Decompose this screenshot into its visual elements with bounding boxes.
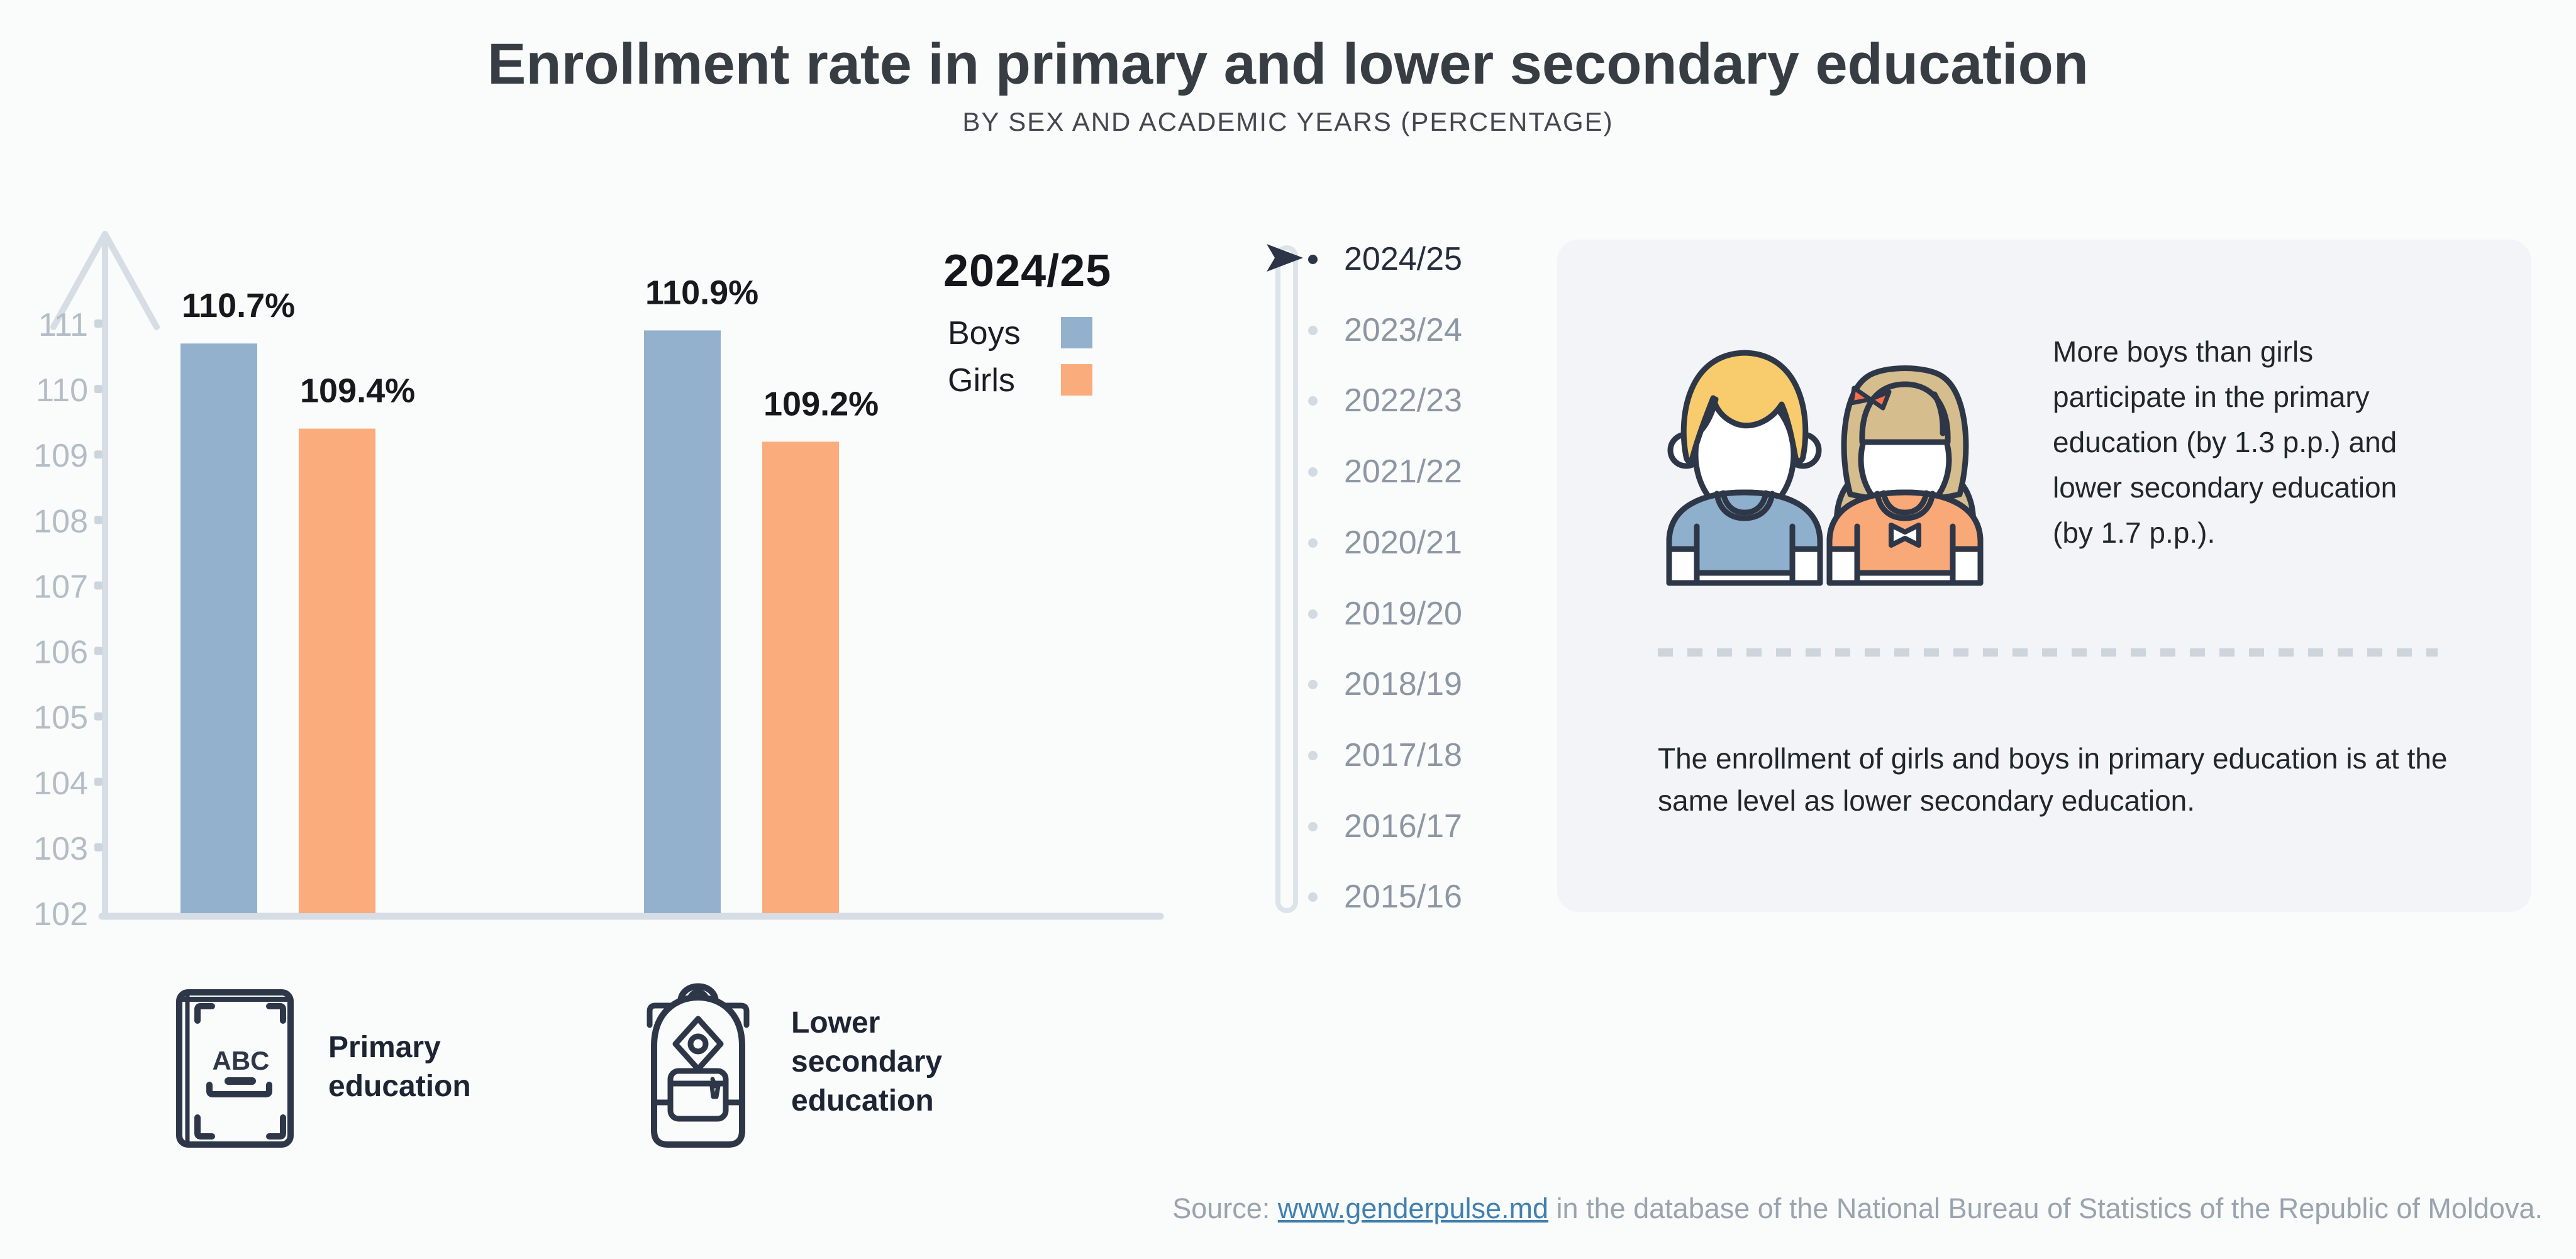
category-lower-secondary-education: Lower secondary education (641, 973, 981, 1162)
y-axis-tick-label: 102 (33, 896, 88, 933)
chart-legend: 2024/25 Boys Girls (943, 245, 1145, 421)
y-axis-tick-mark (94, 385, 103, 394)
y-axis-tick-label: 103 (33, 831, 88, 867)
timeline-year-label: 2017/18 (1344, 736, 1462, 774)
legend-label-boys: Boys (948, 315, 1021, 352)
source-suffix: in the database of the National Bureau o… (1548, 1192, 2543, 1224)
bar-value-label: 110.7% (182, 287, 295, 324)
timeline-dot (1308, 750, 1318, 760)
timeline-year-2017-18[interactable]: 2017/18 (1268, 720, 1494, 791)
y-axis-tick-mark (94, 516, 103, 524)
timeline-dot (1308, 396, 1318, 406)
category-primary-education: ABC Primary education (176, 989, 503, 1153)
page-subtitle: BY SEX AND ACADEMIC YEARS (PERCENTAGE) (962, 107, 1614, 136)
legend-item-girls: Girls (948, 364, 1111, 397)
book-abc-icon: ABC (176, 989, 294, 1148)
timeline-year-label: 2018/19 (1344, 666, 1462, 703)
backpack-icon (647, 983, 750, 1148)
timeline-year-2022-23[interactable]: 2022/23 (1268, 365, 1494, 436)
dashed-divider (1658, 648, 2438, 657)
timeline-dot (1308, 538, 1318, 548)
timeline-year-label: 2021/22 (1344, 453, 1462, 491)
legend-item-boys: Boys (948, 317, 1111, 350)
timeline-dot (1308, 680, 1318, 690)
boy-and-girl-icon (1666, 350, 1984, 586)
academic-year-timeline: 2024/25 2023/24 2022/23 2021/22 2020/21 2019/… (1267, 224, 1532, 941)
timeline-year-label: 2019/20 (1344, 595, 1462, 632)
timeline-dot (1308, 821, 1318, 831)
source-prefix: Source: (1172, 1192, 1278, 1224)
timeline-year-label: 2020/21 (1344, 524, 1462, 561)
timeline-track (1275, 245, 1298, 913)
insight-panel: More boys than girls participate in the … (1557, 240, 2531, 912)
timeline-year-2021-22[interactable]: 2021/22 (1268, 436, 1494, 507)
timeline-year-2019-20[interactable]: 2019/20 (1268, 579, 1494, 650)
source-line: Source: www.genderpulse.md in the databa… (1172, 1192, 2543, 1225)
book-abc-text: ABC (213, 1046, 270, 1075)
timeline-year-2023-24[interactable]: 2023/24 (1268, 295, 1494, 366)
bar-chart: 102 103 104 105 106 107 108 109 110 111 110.7% 109… (33, 231, 1164, 933)
y-axis-tick-mark (94, 646, 103, 655)
y-axis-tick-label: 106 (33, 635, 88, 671)
timeline-year-label: 2015/16 (1344, 879, 1462, 916)
bar-value-label: 109.2% (763, 385, 879, 423)
timeline-dot (1308, 325, 1318, 335)
legend-title-year: 2024/25 (943, 246, 1112, 296)
y-axis-tick-mark (94, 712, 103, 721)
timeline-year-2015-16[interactable]: 2015/16 (1268, 862, 1494, 933)
bar-value-labels: 110.7% 109.4% 110.9% 109.2% (182, 274, 879, 423)
timeline-dot (1308, 609, 1318, 619)
y-axis-tick-label: 111 (38, 307, 88, 343)
bar-boys-2 (644, 330, 721, 913)
y-axis-tick-label: 110 (36, 372, 88, 409)
bar-value-label: 109.4% (300, 372, 415, 410)
y-axis-tick-mark (94, 450, 103, 459)
girls-color-swatch (1061, 364, 1092, 396)
timeline-year-2024-25[interactable]: 2024/25 (1268, 224, 1494, 295)
bar-value-label: 110.9% (645, 274, 758, 311)
y-axis-tick-mark (94, 777, 103, 786)
timeline-year-label: 2023/24 (1344, 311, 1462, 348)
insight-highlight-text: More boys than girls participate in the … (2053, 335, 2397, 549)
insight-note-text: The enrollment of girls and boys in prim… (1658, 742, 2448, 817)
legend-label-girls: Girls (948, 362, 1015, 399)
timeline-dot (1308, 255, 1318, 264)
timeline-year-label: 2016/17 (1344, 807, 1462, 845)
timeline-year-label: 2024/25 (1344, 241, 1462, 277)
category-lower-secondary-label: Lower secondary education (791, 1006, 943, 1118)
boys-color-swatch (1061, 317, 1092, 348)
y-axis-tick-label: 107 (33, 568, 88, 605)
bar-boys-1 (180, 343, 257, 913)
timeline-year-2020-21[interactable]: 2020/21 (1268, 507, 1494, 579)
bar-series (180, 330, 839, 913)
y-axis-labels: 102 103 104 105 106 107 108 109 110 111 (33, 307, 103, 933)
y-axis-tick-label: 109 (33, 438, 88, 474)
y-axis-tick-label: 108 (33, 503, 88, 540)
timeline-year-2018-19[interactable]: 2018/19 (1268, 649, 1494, 720)
y-axis-tick-label: 105 (33, 700, 88, 736)
source-link[interactable]: www.genderpulse.md (1277, 1192, 1549, 1224)
timeline-year-label: 2022/23 (1344, 382, 1462, 419)
y-axis-tick-mark (94, 581, 103, 590)
bar-girls-1 (299, 428, 375, 913)
timeline-dot (1308, 892, 1318, 902)
y-axis-tick-mark (94, 319, 103, 328)
y-axis-tick-mark (94, 843, 103, 851)
page-title: Enrollment rate in primary and lower sec… (487, 32, 2089, 96)
bar-girls-2 (762, 441, 839, 913)
y-axis-tick-label: 104 (33, 765, 88, 802)
timeline-dot (1308, 467, 1318, 477)
timeline-year-2016-17[interactable]: 2016/17 (1268, 791, 1494, 862)
category-primary-label: Primary education (328, 1031, 471, 1103)
selected-year-arrow-icon[interactable] (1267, 244, 1304, 272)
